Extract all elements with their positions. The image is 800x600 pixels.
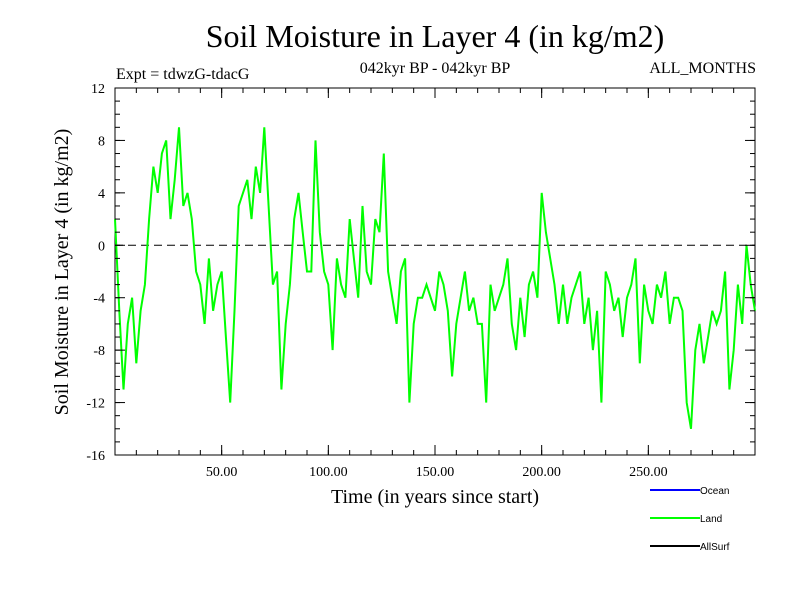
plot-area: 12 8 4 0 -4 -8 -12 -16 50.00 100.00 150.00 200.00 2…	[86, 82, 756, 480]
x-tick-label: 200.00	[522, 465, 561, 480]
legend-label: AllSurf	[700, 542, 730, 553]
y-tick-label: 4	[98, 187, 105, 202]
legend-label: Land	[700, 514, 722, 525]
x-tick-label: 100.00	[309, 465, 348, 480]
x-tick-label: 150.00	[416, 465, 455, 480]
x-tick-label: 250.00	[629, 465, 668, 480]
x-axis-ticks: 50.00 100.00 150.00 200.00 250.00	[206, 88, 668, 480]
y-axis-label: Soil Moisture in Layer 4 (in kg/m2)	[51, 129, 73, 416]
land-series-line	[114, 127, 756, 429]
legend: Ocean Land AllSurf	[650, 486, 730, 553]
y-tick-label: -4	[93, 292, 105, 307]
y-tick-label: 8	[98, 134, 105, 149]
y-tick-label: -16	[86, 449, 105, 464]
x-tick-label: 50.00	[206, 465, 238, 480]
legend-label: Ocean	[700, 486, 729, 497]
y-tick-label: 12	[91, 82, 105, 97]
y-tick-label: -8	[93, 344, 105, 359]
chart-title: Soil Moisture in Layer 4 (in kg/m2)	[206, 18, 665, 54]
y-tick-label: -12	[86, 397, 105, 412]
months-label: ALL_MONTHS	[649, 60, 756, 77]
y-tick-label: 0	[98, 239, 105, 254]
experiment-label: Expt = tdwzG-tdacG	[116, 66, 250, 83]
period-label: 042kyr BP - 042kyr BP	[360, 60, 511, 77]
y-axis-ticks: 12 8 4 0 -4 -8 -12 -16	[86, 82, 755, 464]
x-axis-label: Time (in years since start)	[331, 486, 539, 508]
